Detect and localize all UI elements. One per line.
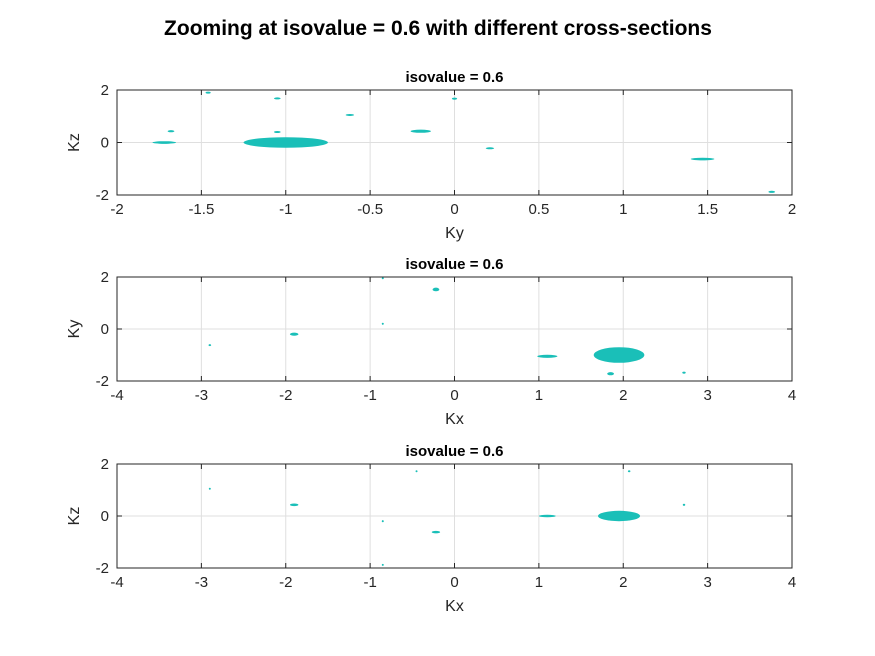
isosurface-region <box>410 129 431 133</box>
isosurface-region <box>152 141 177 144</box>
subplot-3: -4 -3 -2 -1 0 1 2 3 4 -2 0 2 isovalue = 0.6 Kx Kz <box>66 443 796 615</box>
x-tick-label: 0 <box>450 387 458 404</box>
y-tick-label: 2 <box>101 82 109 99</box>
isosurface-region <box>538 514 556 518</box>
isosurface-region <box>273 130 281 134</box>
x-tick-label: -3 <box>195 574 208 591</box>
isosurface-region <box>415 470 418 473</box>
isosurface-region <box>690 157 715 161</box>
subplot-title: isovalue = 0.6 <box>406 443 504 460</box>
x-tick-label: 2 <box>788 201 796 218</box>
x-tick-label: -4 <box>110 387 123 404</box>
axes-container: -2 -1.5 -1 -0.5 0 0.5 1 1.5 2 -2 0 2 isovalue = 0.6 K… <box>66 69 796 615</box>
x-axis-label: Kx <box>445 411 464 428</box>
isosurface-region <box>381 277 384 280</box>
isosurface-region <box>607 372 614 376</box>
isosurface-region <box>451 97 458 100</box>
x-tick-label: 1 <box>535 387 543 404</box>
isosurface-region <box>627 470 631 473</box>
x-tick-label: 2 <box>619 574 627 591</box>
x-tick-label: 4 <box>788 574 796 591</box>
subplot-2: -4 -3 -2 -1 0 1 2 3 4 -2 0 2 isovalue = 0.6 Kx Ky <box>66 256 796 428</box>
isosurface-region <box>768 190 776 193</box>
x-tick-label: 1 <box>535 574 543 591</box>
isosurface-region <box>593 347 645 363</box>
isosurface-region <box>381 322 384 325</box>
x-tick-label: -2 <box>279 574 292 591</box>
x-axis-label: Kx <box>445 598 464 615</box>
subplot-title: isovalue = 0.6 <box>406 256 504 273</box>
y-tick-label: 2 <box>101 456 109 473</box>
figure-title: Zooming at isovalue = 0.6 with different… <box>164 17 712 40</box>
x-tick-label: -1 <box>363 574 376 591</box>
isosurface-region <box>682 371 686 374</box>
isosurface-region <box>208 487 211 490</box>
x-axis-label: Ky <box>445 225 464 242</box>
x-tick-label: 1.5 <box>697 201 718 218</box>
isosurface-region <box>381 520 384 523</box>
isosurface-region <box>537 354 558 358</box>
x-tick-label: 3 <box>703 574 711 591</box>
subplot-title: isovalue = 0.6 <box>406 69 504 86</box>
isosurface-region <box>205 91 211 94</box>
x-tick-label: 0 <box>450 574 458 591</box>
isosurface-region <box>289 503 299 507</box>
y-tick-label: -2 <box>96 187 109 204</box>
y-tick-label: 2 <box>101 269 109 286</box>
isosurface-region <box>273 97 281 100</box>
x-tick-label: -1 <box>279 201 292 218</box>
x-tick-label: 3 <box>703 387 711 404</box>
x-tick-label: 0 <box>450 201 458 218</box>
y-tick-label: 0 <box>101 508 109 525</box>
x-tick-label: 1 <box>619 201 627 218</box>
isosurface-region <box>381 563 384 566</box>
x-tick-label: 0.5 <box>528 201 549 218</box>
x-tick-label: 2 <box>619 387 627 404</box>
x-tick-label: -1 <box>363 387 376 404</box>
isosurface-region <box>345 113 355 116</box>
subplot-1: -2 -1.5 -1 -0.5 0 0.5 1 1.5 2 -2 0 2 isovalue = 0.6 K… <box>66 69 796 242</box>
isosurface-region <box>167 130 175 133</box>
y-axis-label: Kz <box>66 507 83 526</box>
x-tick-label: -2 <box>110 201 123 218</box>
y-axis-label: Kz <box>66 133 83 152</box>
y-axis-label: Ky <box>66 320 83 339</box>
x-tick-label: -4 <box>110 574 123 591</box>
isosurface-region <box>432 287 440 292</box>
y-tick-label: 0 <box>101 321 109 338</box>
x-tick-label: -3 <box>195 387 208 404</box>
isosurface-region <box>289 332 299 336</box>
isosurface-region <box>597 510 641 522</box>
x-tick-label: -0.5 <box>357 201 383 218</box>
y-tick-label: -2 <box>96 560 109 577</box>
y-tick-label: -2 <box>96 373 109 390</box>
isosurface-region <box>431 530 441 534</box>
x-tick-label: -2 <box>279 387 292 404</box>
isosurface-region <box>243 137 328 148</box>
x-tick-label: -1.5 <box>188 201 214 218</box>
isosurface-region <box>485 147 495 150</box>
y-tick-label: 0 <box>101 135 109 152</box>
x-tick-label: 4 <box>788 387 796 404</box>
isosurface-region <box>208 344 212 347</box>
isosurface-region <box>682 503 686 506</box>
